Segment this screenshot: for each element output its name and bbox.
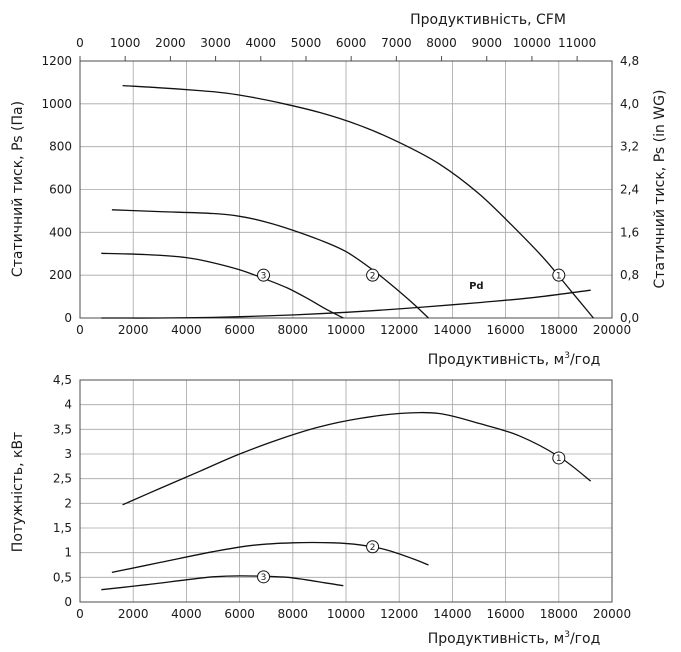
top-x-tick-label: 16000 (487, 323, 525, 337)
top-x-tick-label: 12000 (380, 323, 418, 337)
top-cfm-tick-label: 9000 (471, 36, 502, 50)
right-y-tick-label: 3,2 (620, 140, 639, 154)
top-x-tick-label: 14000 (433, 323, 471, 337)
top-x-tick-label: 18000 (540, 323, 578, 337)
top-x-tick-label: 6000 (224, 323, 255, 337)
top-curve-fan-2 (111, 209, 429, 319)
bottom-curve-fan-2 (111, 541, 429, 574)
bottom-curve-fan-1 (122, 411, 592, 506)
bottom-curve-marker-3 (257, 570, 271, 584)
bottom-x-tick-label: 8000 (278, 607, 309, 621)
right-y-tick-label: 2,4 (620, 183, 639, 197)
bottom-x-tick-label: 10000 (327, 607, 365, 621)
top-x-tick-label: 2000 (118, 323, 149, 337)
bottom-y-tick-label: 1 (64, 546, 72, 560)
bottom-y-tick-label: 2,5 (53, 472, 72, 486)
top-curve-marker-label: 2 (370, 271, 376, 281)
top-curve-fan-1 (122, 84, 594, 319)
generated-chart-marks: 0 2000 4000 6000 8000 10000 12000 14000 16000 180… (41, 36, 639, 621)
top-cfm-tick-label: 5000 (291, 36, 322, 50)
top-y-tick-label: 0 (64, 311, 72, 325)
top-y-tick-label: 600 (49, 183, 72, 197)
bottom-plot-frame (79, 379, 613, 603)
bottom-curve-marker-label: 2 (370, 543, 376, 553)
right-y-tick-label: 0,0 (620, 311, 639, 325)
top-curve-marker-2 (366, 268, 380, 282)
bottom-y-tick-label: 2 (64, 496, 72, 510)
top-cfm-tick-label: 10000 (513, 36, 551, 50)
bottom-curve-marker-1 (552, 451, 566, 465)
top-x-tick-label: 4000 (171, 323, 202, 337)
top-x-tick-label: 10000 (327, 323, 365, 337)
bottom-y-tick-label: 4 (64, 398, 72, 412)
top-x-tick-label: 20000 (593, 323, 631, 337)
bottom-x-tick-label: 20000 (593, 607, 631, 621)
bottom-x-tick-label: 12000 (380, 607, 418, 621)
top-curve-pd (101, 289, 591, 319)
bottom-x-tick-label: 14000 (433, 607, 471, 621)
y-axis-title-pressure-inwg: Статичний тиск, Ps (in WG) (652, 90, 668, 289)
top-curve-marker-1 (552, 268, 566, 282)
right-y-tick-label: 4,8 (620, 54, 639, 68)
top-curve-marker-label: 3 (261, 271, 267, 281)
top-cfm-tick-label: 2000 (155, 36, 186, 50)
y-axis-title-power: Потужність, кВт (10, 432, 26, 552)
top-curve-marker-3 (257, 268, 271, 282)
bottom-x-tick-label: 16000 (487, 607, 525, 621)
x-axis-title-top-tail: /год (570, 352, 600, 368)
right-y-tick-label: 1,6 (620, 225, 639, 239)
bottom-y-tick-label: 4,5 (53, 373, 72, 387)
top-curve-marker-label: 1 (556, 271, 562, 281)
top-cfm-tick-label: 11000 (558, 36, 596, 50)
top-y-tick-label: 400 (49, 225, 72, 239)
bottom-x-tick-label: 6000 (224, 607, 255, 621)
bottom-y-tick-label: 3,5 (53, 422, 72, 436)
bottom-x-tick-label: 4000 (171, 607, 202, 621)
top-cfm-tick-label: 0 (76, 36, 84, 50)
top-y-tick-label: 1200 (41, 54, 72, 68)
x-axis-title-bottom-tail: /год (570, 631, 600, 647)
top-y-tick-label: 800 (49, 140, 72, 154)
top-cfm-tick-label: 4000 (246, 36, 277, 50)
bottom-x-tick-label: 2000 (118, 607, 149, 621)
bottom-curve-marker-label: 1 (556, 454, 562, 464)
x-axis-title-top-sup: 3 (564, 351, 570, 361)
bottom-curve-fan-3 (101, 575, 344, 591)
bottom-x-tick-label: 0 (76, 607, 84, 621)
bottom-y-tick-label: 0,5 (53, 570, 72, 584)
y-axis-title-pressure: Статичний тиск, Ps (Па) (10, 101, 26, 277)
bottom-y-tick-label: 3 (64, 447, 72, 461)
top-x-tick-label: 0 (76, 323, 84, 337)
top-axis-title-cfm: Продуктивність, CFM (410, 12, 566, 28)
top-plot-frame (79, 60, 613, 319)
pd-curve-label: Pd (469, 281, 484, 292)
x-axis-title-top-chart: Продуктивність, м3/год (428, 351, 601, 368)
bottom-curve-marker-label: 3 (261, 573, 267, 583)
top-cfm-tick-label: 8000 (426, 36, 457, 50)
bottom-y-tick-label: 0 (64, 595, 72, 609)
bottom-curve-marker-2 (366, 540, 380, 554)
x-axis-title-bottom-main: Продуктивність, м (428, 631, 565, 647)
top-cfm-tick-label: 1000 (110, 36, 141, 50)
top-curve-fan-3 (101, 252, 344, 319)
top-y-tick-label: 200 (49, 268, 72, 282)
top-cfm-tick-label: 3000 (200, 36, 231, 50)
bottom-x-tick-label: 18000 (540, 607, 578, 621)
top-cfm-tick-label: 6000 (336, 36, 367, 50)
top-y-tick-label: 1000 (41, 97, 72, 111)
right-y-tick-label: 0,8 (620, 268, 639, 282)
x-axis-title-bottom-chart: Продуктивність, м3/год (428, 630, 601, 647)
x-axis-title-top-main: Продуктивність, м (428, 352, 565, 368)
x-axis-title-bottom-sup: 3 (564, 630, 570, 640)
right-y-tick-label: 4,0 (620, 97, 639, 111)
top-x-tick-label: 8000 (278, 323, 309, 337)
bottom-y-tick-label: 1,5 (53, 521, 72, 535)
top-cfm-tick-label: 7000 (381, 36, 412, 50)
